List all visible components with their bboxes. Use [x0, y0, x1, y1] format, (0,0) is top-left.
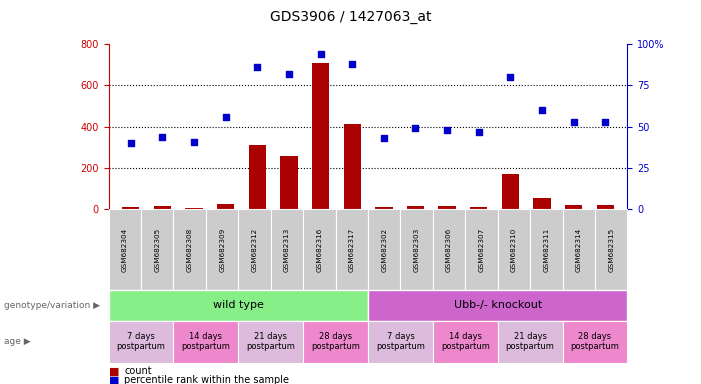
Point [283, 71, 294, 77]
Point [473, 129, 484, 135]
Text: GSM682313: GSM682313 [284, 227, 290, 272]
Text: GSM682302: GSM682302 [381, 227, 387, 272]
Point [252, 64, 263, 70]
Text: GSM682316: GSM682316 [316, 227, 322, 272]
Point [315, 51, 326, 57]
Text: 7 days
postpartum: 7 days postpartum [116, 332, 165, 351]
Bar [280, 156, 298, 209]
Point [220, 114, 231, 120]
Text: GSM682305: GSM682305 [154, 227, 161, 272]
Text: 7 days
postpartum: 7 days postpartum [376, 332, 425, 351]
Point [599, 119, 611, 125]
Text: 28 days
postpartum: 28 days postpartum [571, 332, 620, 351]
Text: ■: ■ [109, 375, 119, 384]
Point [568, 119, 579, 125]
Text: GSM682312: GSM682312 [252, 227, 257, 272]
Point [505, 74, 516, 80]
Point [410, 125, 421, 131]
Text: genotype/variation ▶: genotype/variation ▶ [4, 301, 100, 310]
Point [346, 61, 358, 67]
Text: GSM682304: GSM682304 [122, 227, 128, 272]
Bar [185, 208, 203, 209]
Point [379, 135, 390, 141]
Text: GSM682311: GSM682311 [543, 227, 550, 272]
Text: 21 days
postpartum: 21 days postpartum [246, 332, 295, 351]
Bar [375, 207, 393, 209]
Text: GSM682303: GSM682303 [414, 227, 420, 272]
Bar [502, 174, 519, 209]
Text: count: count [124, 366, 151, 376]
Text: GSM682315: GSM682315 [608, 227, 614, 272]
Point [189, 139, 200, 145]
Bar [154, 206, 171, 209]
Bar [122, 207, 139, 209]
Point [157, 134, 168, 140]
Text: GSM682310: GSM682310 [511, 227, 517, 272]
Bar [312, 63, 329, 209]
Text: percentile rank within the sample: percentile rank within the sample [124, 375, 289, 384]
Text: wild type: wild type [213, 300, 264, 310]
Text: age ▶: age ▶ [4, 337, 30, 346]
Bar [343, 124, 361, 209]
Bar [249, 145, 266, 209]
Text: GSM682309: GSM682309 [219, 227, 225, 272]
Point [536, 107, 547, 113]
Text: 14 days
postpartum: 14 days postpartum [441, 332, 490, 351]
Text: GSM682306: GSM682306 [446, 227, 452, 272]
Text: GSM682314: GSM682314 [576, 227, 582, 272]
Bar [565, 205, 583, 209]
Bar [533, 198, 551, 209]
Text: 14 days
postpartum: 14 days postpartum [182, 332, 231, 351]
Bar [407, 205, 424, 209]
Text: Ubb-/- knockout: Ubb-/- knockout [454, 300, 542, 310]
Text: GSM682308: GSM682308 [186, 227, 193, 272]
Bar [597, 205, 614, 209]
Bar [470, 207, 487, 209]
Text: 28 days
postpartum: 28 days postpartum [311, 332, 360, 351]
Text: GDS3906 / 1427063_at: GDS3906 / 1427063_at [270, 10, 431, 24]
Text: GSM682317: GSM682317 [349, 227, 355, 272]
Point [442, 127, 453, 133]
Point [125, 140, 137, 146]
Text: 21 days
postpartum: 21 days postpartum [505, 332, 554, 351]
Bar [438, 206, 456, 209]
Text: GSM682307: GSM682307 [479, 227, 484, 272]
Text: ■: ■ [109, 366, 119, 376]
Bar [217, 204, 234, 209]
